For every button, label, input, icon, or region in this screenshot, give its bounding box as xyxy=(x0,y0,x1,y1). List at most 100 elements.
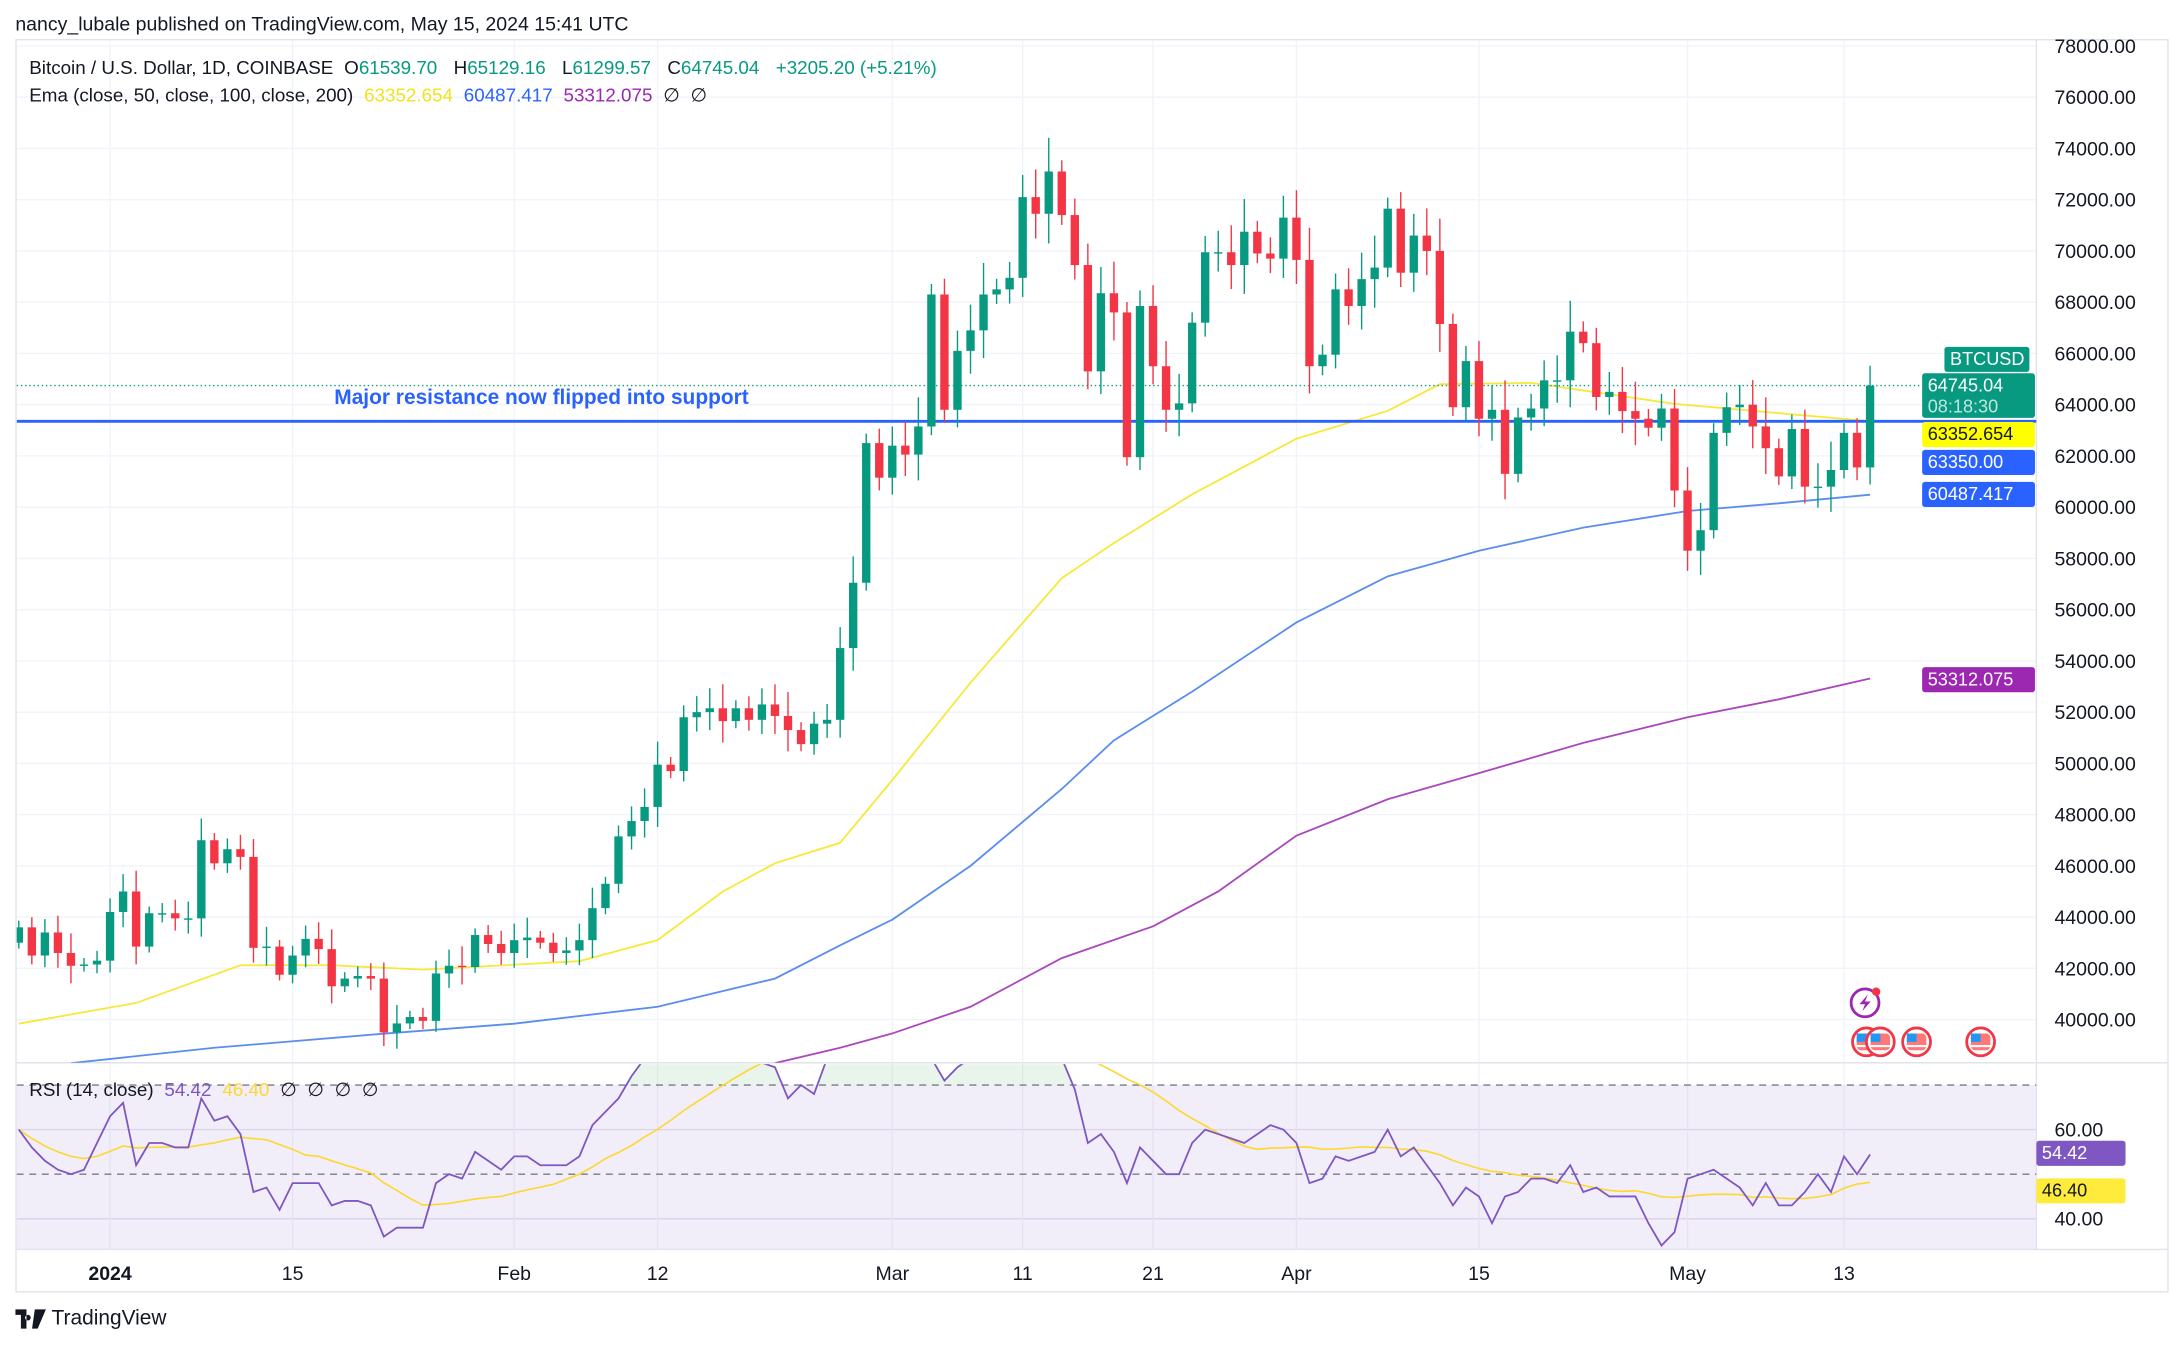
candle-body xyxy=(1553,380,1562,382)
rsi-name: RSI (14, close) xyxy=(29,1079,154,1101)
candle-body xyxy=(301,938,310,956)
candle-body xyxy=(1344,289,1353,307)
ema-legend[interactable]: Ema (close, 50, close, 100, close, 200) … xyxy=(29,85,712,107)
candle-body xyxy=(731,708,741,722)
candle-body xyxy=(92,960,102,965)
candle xyxy=(1083,243,1093,390)
candle-body xyxy=(236,849,245,857)
candle-body xyxy=(1500,409,1510,474)
candle xyxy=(105,898,115,973)
candle xyxy=(1148,285,1158,385)
candle-body xyxy=(197,840,206,919)
price-tick-label: 56000.00 xyxy=(2054,600,2135,622)
candle xyxy=(966,304,975,374)
candle xyxy=(1813,463,1823,508)
candle-body xyxy=(1331,289,1340,355)
null-icon: ∅ xyxy=(307,1079,324,1101)
last-price: 64745.04 xyxy=(1927,374,2004,396)
candle-body xyxy=(144,913,154,947)
candle xyxy=(301,925,310,968)
candle-body xyxy=(679,717,688,772)
candle xyxy=(862,433,871,591)
candle xyxy=(40,919,50,968)
candle-body xyxy=(718,708,727,722)
candle xyxy=(1161,341,1171,432)
candle xyxy=(327,929,336,1004)
price-tick-label: 76000.00 xyxy=(2054,87,2135,109)
candle-body xyxy=(796,730,806,745)
resistance-annotation[interactable]: Major resistance now flipped into suppor… xyxy=(334,385,749,410)
candle xyxy=(314,922,323,964)
null-icon: ∅ xyxy=(334,1079,352,1101)
candle xyxy=(1709,423,1718,539)
candle xyxy=(1422,208,1431,276)
candle-body xyxy=(79,964,89,966)
candle xyxy=(288,945,297,984)
lightning-event-icon[interactable] xyxy=(1849,987,1881,1019)
candle-body xyxy=(1787,429,1797,477)
us-economic-event-icon[interactable] xyxy=(1965,1026,1996,1058)
candle xyxy=(1122,302,1132,466)
candle xyxy=(1031,169,1040,239)
candle-body xyxy=(510,940,519,953)
rsi-band xyxy=(16,1085,2037,1250)
candle xyxy=(27,917,37,965)
candle xyxy=(1839,423,1849,479)
candle xyxy=(601,876,610,915)
tradingview-logo[interactable]: TradingView xyxy=(15,1307,167,1330)
candle xyxy=(1761,397,1770,475)
chart-frame xyxy=(15,39,2169,1293)
candle xyxy=(1800,409,1810,504)
candle xyxy=(901,421,910,477)
low-label: L xyxy=(562,57,573,79)
candle-body xyxy=(1253,231,1262,254)
candle xyxy=(562,937,571,965)
rsi-value-label: 54.42 xyxy=(2036,1140,2126,1166)
candle xyxy=(796,722,806,752)
candle xyxy=(835,627,845,738)
candle xyxy=(1448,313,1458,417)
candle-body xyxy=(1579,331,1588,344)
candle xyxy=(1357,252,1366,330)
us-economic-event-icon[interactable] xyxy=(1901,1026,1932,1058)
candle-body xyxy=(1618,391,1627,412)
symbol-legend[interactable]: Bitcoin / U.S. Dollar, 1D, COINBASE O615… xyxy=(29,57,942,78)
candle xyxy=(979,262,988,359)
rsi-legend[interactable]: RSI (14, close) 54.42 46.40 ∅ ∅ ∅ ∅ xyxy=(29,1079,384,1101)
candle-body xyxy=(1279,217,1288,259)
candle xyxy=(92,950,102,974)
price-tick-label: 64000.00 xyxy=(2054,395,2135,417)
candle-body xyxy=(262,946,271,948)
candle-body xyxy=(379,978,389,1033)
ema200-line xyxy=(774,677,1871,1063)
candle-body xyxy=(171,913,180,919)
candle xyxy=(809,711,819,755)
candle xyxy=(1670,388,1679,508)
close-value: 64745.04 xyxy=(680,57,760,79)
candle-body xyxy=(275,946,284,975)
us-economic-event-icon[interactable] xyxy=(1865,1026,1896,1058)
price-tick-label: 46000.00 xyxy=(2054,856,2135,878)
candle xyxy=(470,928,480,973)
candle xyxy=(1826,441,1836,512)
candle xyxy=(1474,340,1484,437)
candle xyxy=(1579,321,1588,353)
candle-body xyxy=(405,1017,415,1024)
candle-body xyxy=(1722,407,1731,433)
time-tick-label: May xyxy=(1669,1263,1706,1285)
time-tick-label: Mar xyxy=(875,1263,909,1285)
candle xyxy=(1057,160,1066,225)
candle xyxy=(1214,230,1223,272)
candle xyxy=(510,923,519,968)
candle-body xyxy=(105,911,115,961)
candle xyxy=(210,833,219,870)
candle xyxy=(1201,236,1210,337)
candle xyxy=(1865,365,1875,485)
candle xyxy=(705,688,714,731)
candle xyxy=(914,397,923,481)
candle-body xyxy=(1214,252,1223,254)
events xyxy=(1849,987,1996,1058)
candle-body xyxy=(1448,323,1458,408)
candle-body xyxy=(1683,490,1692,551)
